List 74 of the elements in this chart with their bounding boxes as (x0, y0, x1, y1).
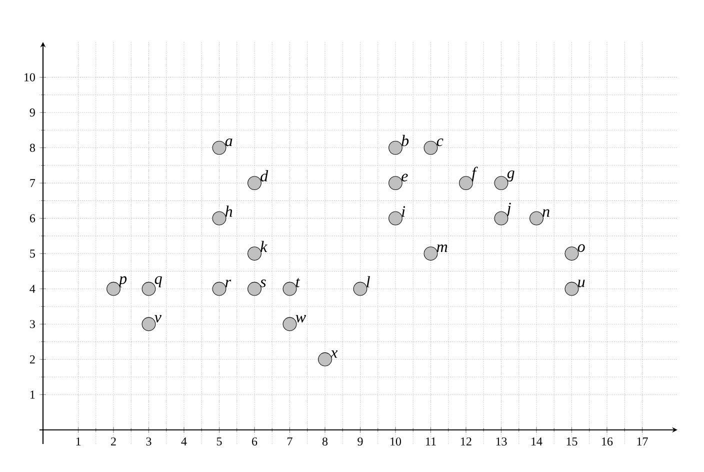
x-tick-label: 12 (461, 437, 472, 446)
point (106, 282, 120, 296)
x-tick-label: 1 (76, 437, 81, 446)
point (318, 352, 332, 366)
x-tick-label: 10 (390, 437, 402, 446)
point (388, 176, 402, 190)
point (494, 211, 508, 226)
annotation: d (260, 170, 268, 182)
annotation: p (118, 276, 127, 288)
x-tick-label: 2 (111, 437, 116, 446)
point (459, 176, 473, 190)
annotation: a (225, 138, 232, 146)
point (388, 211, 402, 226)
annotation: s (260, 280, 266, 288)
annotation: w (296, 315, 306, 322)
point (282, 317, 297, 332)
x-tick-label: 4 (181, 437, 187, 446)
x-tick-label: 14 (532, 437, 542, 446)
annotation: n (542, 209, 550, 217)
x-tick-label: 9 (358, 437, 363, 446)
x-tick-label: 17 (637, 437, 648, 446)
point (564, 282, 579, 296)
x-tick-label: 11 (426, 437, 436, 446)
y-tick-label: 9 (30, 108, 35, 117)
annotation: m (436, 244, 448, 252)
y-tick-label: 7 (30, 179, 36, 187)
annotation: x (330, 350, 338, 358)
point (282, 282, 297, 296)
x-tick-label: 3 (146, 437, 152, 446)
point (424, 140, 438, 155)
annotation: t (296, 278, 300, 288)
y-tick-label: 3 (30, 320, 35, 328)
annotation: g (506, 170, 514, 182)
point (142, 282, 156, 296)
x-tick-label: 6 (252, 437, 258, 446)
point (388, 140, 402, 155)
point (212, 140, 226, 155)
y-tick-label: 1 (30, 390, 35, 399)
y-tick-label: 10 (24, 73, 35, 82)
y-tick-label: 5 (30, 250, 35, 258)
point (530, 211, 544, 226)
annotation: e (402, 174, 408, 182)
y-tick-label: 6 (30, 214, 36, 222)
annotation: q (154, 276, 162, 288)
point (248, 176, 262, 190)
point (248, 282, 262, 296)
point (212, 211, 226, 226)
annotation: k (260, 240, 268, 252)
y-tick-label: 2 (30, 355, 35, 364)
annotation: f (472, 166, 478, 182)
x-tick-label: 8 (322, 437, 328, 446)
point (353, 282, 368, 296)
point (212, 282, 226, 296)
annotation: u (578, 280, 585, 288)
annotation: h (225, 206, 232, 217)
annotation: v (154, 315, 162, 322)
annotation: c (436, 138, 444, 146)
x-tick-label: 7 (288, 437, 292, 446)
point (564, 246, 579, 261)
y-tick-label: 8 (30, 144, 35, 152)
annotation: b (402, 134, 409, 146)
annotation: l (366, 276, 370, 288)
x-tick-label: 5 (216, 437, 222, 446)
x-tick-label: 13 (496, 437, 507, 446)
point (424, 246, 438, 261)
y-tick-label: 4 (30, 284, 36, 293)
annotation: i (402, 206, 406, 217)
x-tick-label: 15 (566, 437, 578, 446)
point (142, 317, 156, 332)
annotation: r (225, 280, 232, 288)
point (248, 246, 262, 261)
point (494, 176, 508, 190)
x-tick-label: 16 (602, 437, 613, 446)
annotation: o (578, 244, 585, 252)
